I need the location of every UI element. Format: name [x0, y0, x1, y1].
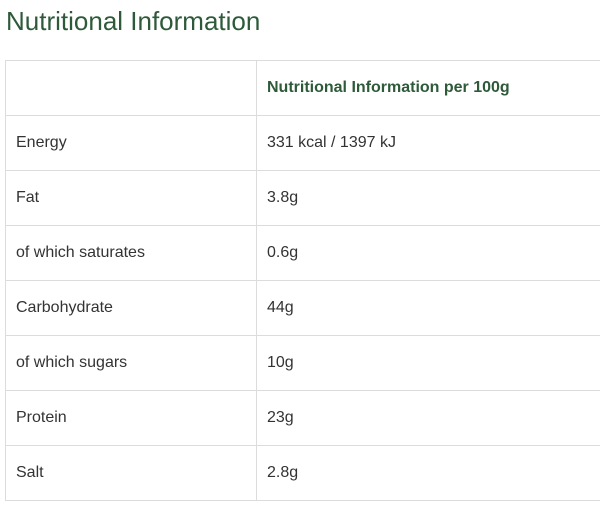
nutrient-cell: Carbohydrate — [5, 280, 257, 336]
nutrition-table: Nutritional Information per 100g Energy 3… — [5, 60, 600, 501]
nutrient-cell: Fat — [5, 170, 257, 226]
value-cell: 2.8g — [256, 445, 600, 501]
value-cell: 331 kcal / 1397 kJ — [256, 115, 600, 171]
header-cell — [5, 60, 257, 116]
table-row: of which sugars 10g — [5, 335, 600, 391]
value-cell: 44g — [256, 280, 600, 336]
nutrient-cell: Energy — [5, 115, 257, 171]
table-row: Protein 23g — [5, 390, 600, 446]
value-cell: 3.8g — [256, 170, 600, 226]
value-cell: 10g — [256, 335, 600, 391]
header-cell: Nutritional Information per 100g — [256, 60, 600, 116]
nutrient-cell: of which saturates — [5, 225, 257, 281]
page-title: Nutritional Information — [6, 6, 261, 36]
table-row: of which saturates 0.6g — [5, 225, 600, 281]
value-cell: 0.6g — [256, 225, 600, 281]
table-row: Energy 331 kcal / 1397 kJ — [5, 115, 600, 171]
header-row: Nutritional Information per 100g — [5, 60, 600, 116]
nutrient-cell: of which sugars — [5, 335, 257, 391]
table-row: Salt 2.8g — [5, 445, 600, 501]
nutrient-cell: Salt — [5, 445, 257, 501]
table-row: Fat 3.8g — [5, 170, 600, 226]
table-row: Carbohydrate 44g — [5, 280, 600, 336]
nutrient-cell: Protein — [5, 390, 257, 446]
value-cell: 23g — [256, 390, 600, 446]
